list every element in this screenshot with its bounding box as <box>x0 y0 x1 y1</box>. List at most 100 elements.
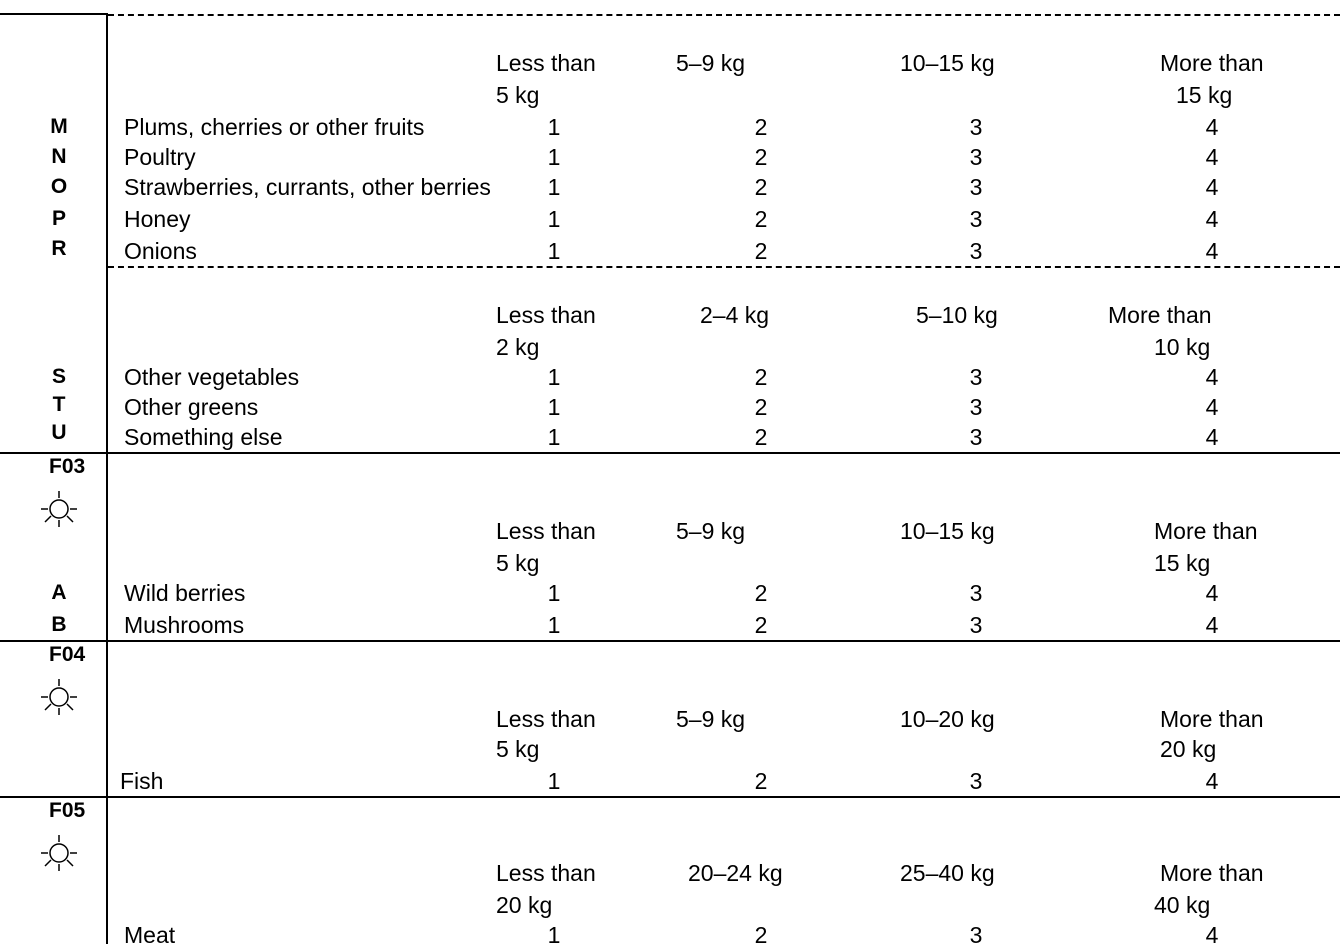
option-1[interactable]: 1 <box>547 114 561 140</box>
row-letter: A <box>51 581 67 604</box>
option-1[interactable]: 1 <box>547 144 561 170</box>
header-col1-line1: Less than <box>496 518 596 544</box>
option-4[interactable]: 4 <box>1205 364 1219 390</box>
row-label: Other vegetables <box>124 364 300 390</box>
option-4[interactable]: 4 <box>1205 206 1219 232</box>
option-1[interactable]: 1 <box>547 612 561 638</box>
option-3[interactable]: 3 <box>969 424 983 450</box>
header-col3: 10–15 kg <box>900 50 995 76</box>
option-2[interactable]: 2 <box>754 206 768 232</box>
header-col3: 10–20 kg <box>900 706 995 732</box>
option-2[interactable]: 2 <box>754 144 768 170</box>
row-label: Mushrooms <box>124 612 245 638</box>
header-col4-line2: 40 kg <box>1154 892 1211 918</box>
sun-icon <box>41 491 77 527</box>
option-1[interactable]: 1 <box>547 174 561 200</box>
option-2[interactable]: 2 <box>754 238 768 264</box>
option-3[interactable]: 3 <box>969 174 983 200</box>
option-2[interactable]: 2 <box>754 612 768 638</box>
row-letter: U <box>51 421 67 444</box>
column-divider <box>106 13 108 944</box>
option-3[interactable]: 3 <box>969 144 983 170</box>
option-4[interactable]: 4 <box>1205 144 1219 170</box>
row-letter: M <box>50 115 68 138</box>
row-label: Other greens <box>124 394 259 420</box>
option-2[interactable]: 2 <box>754 922 768 948</box>
row-letter: O <box>50 175 68 198</box>
option-1[interactable]: 1 <box>547 922 561 948</box>
header-col4-line1: More than <box>1160 50 1264 76</box>
row-label: Meat <box>124 922 176 948</box>
option-3[interactable]: 3 <box>969 114 983 140</box>
option-1[interactable]: 1 <box>547 238 561 264</box>
option-2[interactable]: 2 <box>754 424 768 450</box>
option-4[interactable]: 4 <box>1205 580 1219 606</box>
option-2[interactable]: 2 <box>754 364 768 390</box>
option-1[interactable]: 1 <box>547 364 561 390</box>
option-2[interactable]: 2 <box>754 768 768 794</box>
question-code: F03 <box>49 455 86 478</box>
row-label: Wild berries <box>124 580 246 606</box>
row-label: Onions <box>124 238 197 264</box>
header-col4-line2: 15 kg <box>1176 82 1233 108</box>
option-3[interactable]: 3 <box>969 768 983 794</box>
header-col1-line1: Less than <box>496 706 596 732</box>
row-label: Strawberries, currants, other berries <box>124 174 491 200</box>
row-label: Poultry <box>124 144 196 170</box>
row-letter: N <box>51 145 67 168</box>
option-3[interactable]: 3 <box>969 580 983 606</box>
row-label: Something else <box>124 424 283 450</box>
option-1[interactable]: 1 <box>547 206 561 232</box>
option-4[interactable]: 4 <box>1205 612 1219 638</box>
row-label: Plums, cherries or other fruits <box>124 114 425 140</box>
option-2[interactable]: 2 <box>754 114 768 140</box>
section-rule-f03 <box>0 452 1340 454</box>
top-dashed-rule <box>108 14 1340 16</box>
header-col4-line1: More than <box>1160 706 1264 732</box>
option-1[interactable]: 1 <box>547 424 561 450</box>
question-code: F04 <box>49 643 86 666</box>
header-col3: 25–40 kg <box>900 860 995 886</box>
sun-icon <box>41 679 77 715</box>
header-col1-line2: 20 kg <box>496 892 553 918</box>
header-col1-line2: 2 kg <box>496 334 540 360</box>
option-4[interactable]: 4 <box>1205 238 1219 264</box>
section-rule-f05 <box>0 796 1340 798</box>
option-1[interactable]: 1 <box>547 394 561 420</box>
option-4[interactable]: 4 <box>1205 394 1219 420</box>
header-col1-line1: Less than <box>496 860 596 886</box>
option-3[interactable]: 3 <box>969 364 983 390</box>
option-4[interactable]: 4 <box>1205 114 1219 140</box>
header-col4-line2: 10 kg <box>1154 334 1211 360</box>
sun-icon <box>41 835 77 871</box>
option-3[interactable]: 3 <box>969 922 983 948</box>
header-col4-line1: More than <box>1108 302 1212 328</box>
option-1[interactable]: 1 <box>547 580 561 606</box>
header-col4-line2: 15 kg <box>1154 550 1211 576</box>
option-2[interactable]: 2 <box>754 174 768 200</box>
section-dashed-rule <box>108 266 1340 268</box>
header-col2: 5–9 kg <box>676 706 746 732</box>
option-4[interactable]: 4 <box>1205 174 1219 200</box>
option-3[interactable]: 3 <box>969 206 983 232</box>
header-col4-line2: 20 kg <box>1160 736 1217 762</box>
option-3[interactable]: 3 <box>969 238 983 264</box>
header-col4-line1: More than <box>1160 860 1264 886</box>
header-col1-line1: Less than <box>496 302 596 328</box>
option-4[interactable]: 4 <box>1205 424 1219 450</box>
option-2[interactable]: 2 <box>754 394 768 420</box>
option-4[interactable]: 4 <box>1205 768 1219 794</box>
header-col2: 20–24 kg <box>688 860 783 886</box>
header-col1-line2: 5 kg <box>496 82 540 108</box>
top-left-rule <box>0 13 108 15</box>
option-1[interactable]: 1 <box>547 768 561 794</box>
option-3[interactable]: 3 <box>969 394 983 420</box>
option-3[interactable]: 3 <box>969 612 983 638</box>
option-2[interactable]: 2 <box>754 580 768 606</box>
option-4[interactable]: 4 <box>1205 922 1219 948</box>
row-letter: P <box>51 207 66 230</box>
row-label: Fish <box>120 768 164 794</box>
section-rule-f04 <box>0 640 1340 642</box>
header-col1-line2: 5 kg <box>496 550 540 576</box>
row-letter: T <box>52 393 66 416</box>
